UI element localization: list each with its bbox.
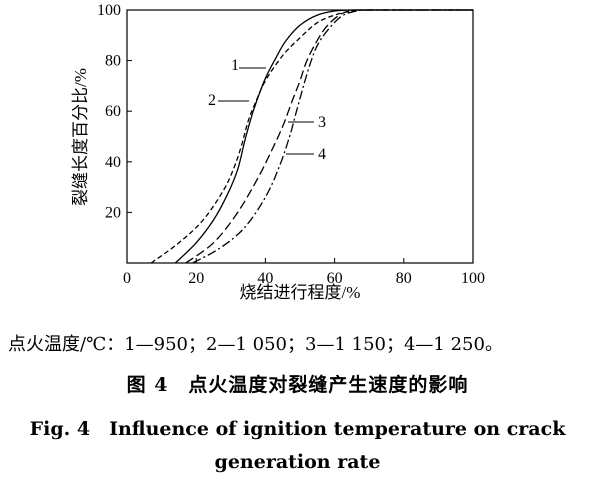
annotation-label: 1 bbox=[231, 57, 239, 74]
series-1-line bbox=[174, 9, 473, 264]
annotation-label: 4 bbox=[318, 146, 326, 163]
y-axis-label: 裂缝长度百分比/% bbox=[71, 68, 90, 206]
x-tick-label: 80 bbox=[396, 270, 412, 287]
legend-note: 点火温度/℃：1—950；2—1 050；3—1 150；4—1 250。 bbox=[8, 334, 503, 355]
x-tick-label: 60 bbox=[327, 270, 343, 287]
y-tick-label: 80 bbox=[105, 53, 121, 70]
annotation-layer: 1 2 3 4 bbox=[208, 57, 326, 163]
y-tick-label: 40 bbox=[105, 154, 121, 171]
series-layer bbox=[150, 9, 473, 264]
axis-ticks: 0 20 40 60 80 100 20 40 60 80 100 bbox=[97, 2, 485, 287]
annotation-label: 3 bbox=[318, 114, 326, 131]
series-4-line bbox=[192, 9, 473, 264]
x-tick-label: 40 bbox=[257, 270, 273, 287]
figure-caption-zh: 图 4 点火温度对裂缝产生速度的影响 bbox=[126, 374, 469, 396]
y-tick-label: 60 bbox=[105, 103, 121, 120]
annotation-label: 2 bbox=[208, 92, 216, 109]
x-tick-label: 20 bbox=[188, 270, 204, 287]
plot-frame bbox=[126, 9, 474, 264]
x-tick-label: 0 bbox=[123, 270, 131, 287]
y-tick-label: 20 bbox=[105, 204, 121, 221]
figure-caption-en-line2: generation rate bbox=[214, 451, 381, 473]
figure-caption-en-line1: Fig. 4 Influence of ignition temperature… bbox=[29, 418, 566, 440]
x-axis-label: 烧结进行程度/% bbox=[240, 283, 361, 302]
series-2-line bbox=[150, 9, 473, 264]
y-tick-label: 100 bbox=[97, 2, 121, 19]
series-3-line bbox=[185, 9, 473, 264]
x-tick-label: 100 bbox=[461, 270, 485, 287]
crack-rate-chart: 0 20 40 60 80 100 20 40 60 80 100 1 2 3 4 烧结进行程度/% 裂缝… bbox=[71, 2, 485, 302]
